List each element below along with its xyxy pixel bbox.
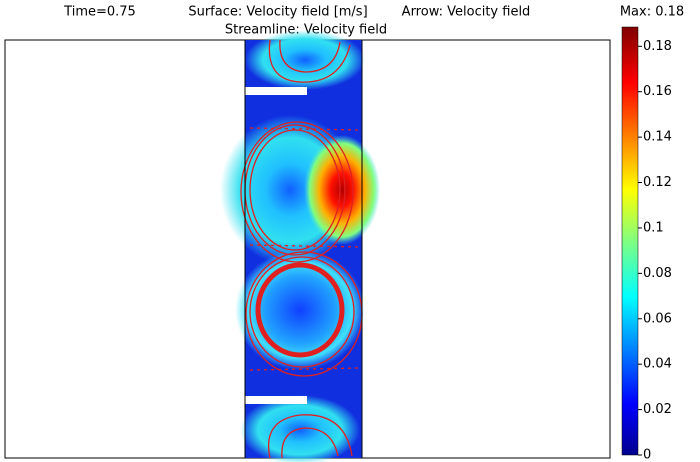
field-plot — [4, 30, 611, 462]
colorbar-tick-label: 0.18 — [643, 39, 672, 54]
subtitle: Streamline: Velocity field — [225, 23, 387, 38]
colorbar-tick-label: 0.12 — [643, 175, 672, 190]
title-surface: Surface: Velocity field [m/s] — [188, 5, 367, 20]
colorbar-tick-label: 0.08 — [643, 266, 672, 281]
max-label: Max: 0.18 — [620, 5, 684, 20]
colorbar-tick-label: 0.14 — [643, 130, 672, 145]
colorbar-tick-label: 0.04 — [643, 357, 672, 372]
title-time: Time=0.75 — [63, 5, 136, 20]
title-arrow: Arrow: Velocity field — [402, 5, 531, 20]
colorbar-tick-label: 0.06 — [643, 311, 672, 326]
colorbar-tick-label: 0 — [643, 448, 651, 462]
colorbar-tick-label: 0.02 — [643, 402, 672, 417]
colorbar-tick-label: 0.16 — [643, 84, 672, 99]
colorbar — [621, 26, 639, 456]
colorbar-tick-label: 0.1 — [643, 220, 664, 235]
